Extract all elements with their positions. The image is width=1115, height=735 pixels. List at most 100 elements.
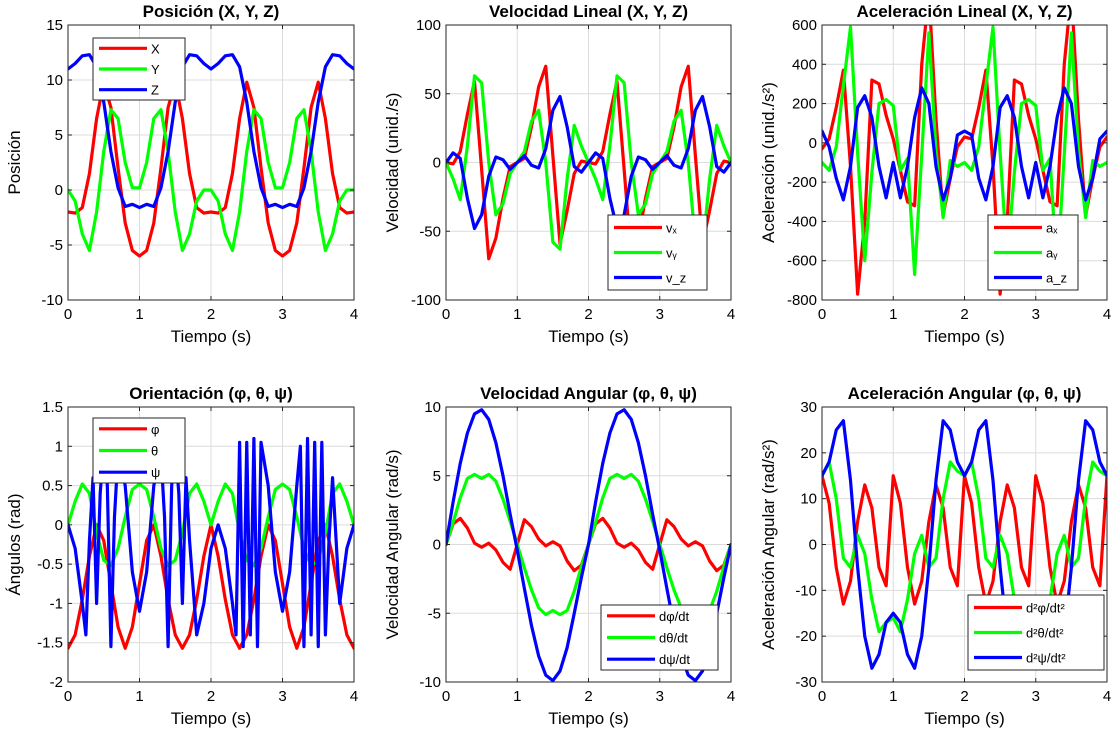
y-tick-label: -5	[428, 605, 441, 622]
y-tick-label: -600	[787, 253, 817, 270]
legend-label: Z	[151, 83, 159, 98]
y-tick-label: -10	[41, 292, 63, 309]
series-group	[68, 436, 354, 650]
y-tick-label: -200	[787, 174, 817, 191]
series-line-3	[822, 86, 1107, 202]
x-tick-label: 3	[656, 688, 664, 705]
legend-label: X	[151, 41, 160, 56]
y-tick-label: 1.5	[42, 399, 63, 416]
y-tick-label: 5	[55, 127, 63, 144]
x-tick-label: 4	[1103, 306, 1111, 323]
y-tick-label: -1	[50, 595, 63, 612]
y-tick-label: 15	[46, 17, 63, 34]
x-tick-label: 2	[960, 306, 968, 323]
y-tick-label: 30	[800, 399, 817, 416]
y-tick-label: -5	[50, 237, 63, 254]
y-tick-label: 50	[424, 86, 441, 103]
subplot-3: 0 1 2 3 4 -800 -600 -400 -200 0 200 400 600 Aceleraci…	[759, 2, 1111, 346]
x-tick-label: 2	[584, 306, 592, 323]
x-tick-label: 4	[727, 306, 735, 323]
x-axis-label: Tiempo (s)	[171, 327, 252, 346]
y-tick-label: -10	[795, 582, 817, 599]
x-axis-label: Tiempo (s)	[924, 709, 1005, 728]
series-line-3	[68, 436, 354, 649]
y-axis-label: Aceleración Angular (rad/s²)	[759, 439, 778, 650]
x-tick-label: 3	[278, 688, 286, 705]
y-tick-label: -800	[787, 292, 817, 309]
y-tick-label: 0	[55, 182, 63, 199]
x-tick-label: 4	[350, 306, 358, 323]
chart-title: Velocidad Angular (φ, θ, ψ)	[480, 384, 697, 403]
y-tick-label: 0	[433, 155, 441, 172]
legend: dφ/dt dθ/dt dψ/dt	[600, 604, 719, 671]
x-tick-label: 1	[889, 688, 897, 705]
y-tick-label: -10	[419, 674, 441, 691]
y-axis-label: Velocidad (unid./s)	[383, 93, 402, 233]
y-tick-label: -50	[419, 223, 441, 240]
x-tick-label: 2	[960, 688, 968, 705]
y-tick-label: -20	[795, 628, 817, 645]
legend-label: d²ψ/dt²	[1026, 651, 1066, 666]
legend-label: v_z	[666, 271, 686, 286]
x-tick-label: 4	[1103, 688, 1111, 705]
x-axis-label: Tiempo (s)	[548, 709, 629, 728]
y-tick-label: -1.5	[37, 635, 63, 652]
legend: d²φ/dt² d²θ/dt² d²ψ/dt²	[967, 594, 1105, 671]
y-tick-label: -0.5	[37, 556, 63, 573]
chart-title: Velocidad Lineal (X, Y, Z)	[489, 2, 688, 21]
y-tick-label: 0	[809, 537, 817, 554]
y-tick-label: 200	[792, 96, 817, 113]
chart-title: Orientación (φ, θ, ψ)	[129, 384, 293, 403]
subplot-2: 0 1 2 3 4 -100 -50 0 50 100 Velocidad Lineal (X, Y…	[383, 2, 735, 346]
subplot-4: 0 1 2 3 4 -2 -1.5 -1 -0.5 0 0.5 1 1.5 Orientación (φ,…	[5, 384, 358, 728]
chart-title: Aceleración Lineal (X, Y, Z)	[856, 2, 1072, 21]
x-tick-label: 3	[1032, 688, 1040, 705]
x-tick-label: 3	[278, 306, 286, 323]
legend: φθψ	[92, 417, 186, 484]
subplot-5: 0 1 2 3 4 -10 -5 0 5 10 Velocidad Angular (φ, θ, ψ…	[383, 384, 735, 728]
x-tick-label: 1	[135, 306, 143, 323]
y-tick-label: -2	[50, 674, 63, 691]
x-tick-label: 4	[727, 688, 735, 705]
legend-label: φ	[151, 422, 159, 437]
x-tick-label: 4	[350, 688, 358, 705]
legend-label: Y	[151, 62, 160, 77]
series-line-1	[68, 80, 354, 258]
x-tick-label: 0	[64, 688, 72, 705]
x-tick-label: 1	[513, 306, 521, 323]
x-tick-label: 0	[818, 688, 826, 705]
x-tick-label: 0	[64, 306, 72, 323]
y-tick-label: -100	[411, 292, 441, 309]
x-tick-label: 1	[135, 688, 143, 705]
y-axis-label: Aceleración (unid./s²)	[759, 82, 778, 243]
y-tick-label: 400	[792, 56, 817, 73]
x-tick-label: 2	[584, 688, 592, 705]
chart-title: Aceleración Angular (φ, θ, ψ)	[848, 384, 1082, 403]
series-line-3	[68, 53, 354, 210]
x-axis-label: Tiempo (s)	[171, 709, 252, 728]
series-line-2	[68, 108, 354, 253]
x-tick-label: 3	[1032, 306, 1040, 323]
y-tick-label: 10	[800, 491, 817, 508]
series-group	[446, 64, 731, 261]
series-line-3	[446, 94, 731, 231]
legend-label: dψ/dt	[659, 652, 690, 667]
legend-label: a_z	[1046, 271, 1067, 286]
x-axis-label: Tiempo (s)	[924, 327, 1005, 346]
x-tick-label: 1	[513, 688, 521, 705]
legend: vₓ vᵧ v_z	[607, 214, 708, 291]
y-tick-label: -30	[795, 674, 817, 691]
series-line-1	[822, 25, 1107, 296]
x-tick-label: 1	[889, 306, 897, 323]
x-tick-label: 2	[207, 306, 215, 323]
y-tick-label: 0	[433, 537, 441, 554]
legend-label: vᵧ	[666, 246, 678, 261]
x-axis-label: Tiempo (s)	[548, 327, 629, 346]
y-tick-label: 0	[55, 517, 63, 534]
subplot-1: 0 1 2 3 4 -10 -5 0 5 10 15 Posición (X, Y, Z) Tiempo…	[5, 2, 358, 346]
y-tick-label: 20	[800, 445, 817, 462]
legend-label: d²φ/dt²	[1026, 601, 1065, 616]
legend-label: dφ/dt	[659, 609, 690, 624]
legend-label: aᵧ	[1046, 246, 1058, 261]
legend-label: ψ	[151, 465, 160, 480]
